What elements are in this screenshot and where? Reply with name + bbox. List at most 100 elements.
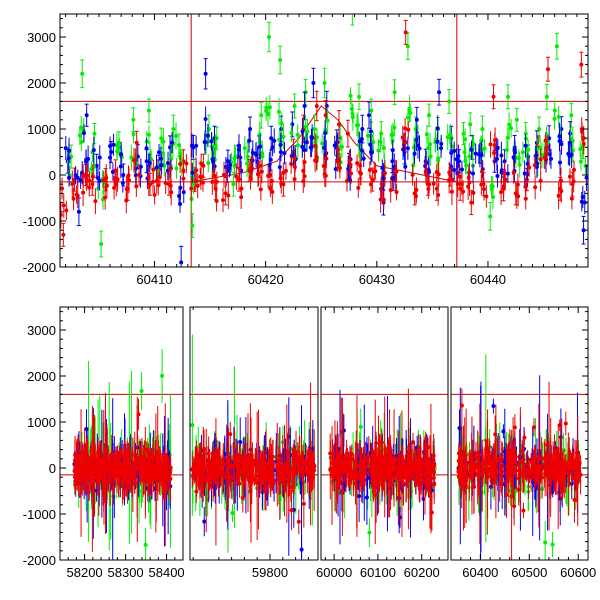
data-point: [223, 191, 228, 196]
data-point: [558, 160, 563, 165]
data-point: [499, 190, 504, 195]
data-point: [241, 459, 246, 464]
data-point: [202, 519, 207, 524]
data-point: [115, 149, 120, 154]
data-point: [111, 142, 116, 147]
data-point: [199, 161, 204, 166]
data-point: [193, 179, 198, 184]
data-point: [277, 475, 282, 480]
data-point: [492, 150, 497, 155]
data-point: [184, 161, 189, 166]
data-point: [71, 196, 76, 201]
data-point: [213, 144, 218, 149]
data-point: [471, 171, 476, 176]
data-point: [424, 132, 429, 137]
data-point: [557, 138, 562, 143]
data-point: [99, 467, 104, 472]
data-point: [514, 117, 519, 122]
y-tick-label: 2000: [27, 76, 56, 91]
data-point: [221, 463, 226, 468]
data-point: [216, 470, 221, 475]
data-point: [406, 456, 411, 461]
data-point: [190, 170, 195, 175]
data-point: [393, 169, 398, 174]
data-point: [382, 171, 387, 176]
segment-3-data: [451, 354, 588, 560]
data-point: [86, 489, 91, 494]
data-point: [459, 167, 464, 172]
data-point: [303, 124, 308, 129]
series-red: [190, 382, 317, 546]
data-point: [322, 81, 327, 85]
data-point: [323, 173, 328, 178]
data-point: [538, 178, 543, 183]
data-point: [209, 139, 214, 144]
data-point: [471, 190, 476, 195]
y-tick-label: 0: [49, 168, 56, 183]
data-point: [469, 147, 474, 152]
data-point: [365, 458, 370, 463]
data-point: [190, 423, 195, 428]
data-point: [505, 171, 510, 176]
data-point: [109, 462, 114, 467]
data-point: [579, 62, 584, 67]
data-point: [156, 457, 161, 462]
data-point: [345, 131, 350, 136]
data-point: [238, 440, 243, 445]
data-point: [414, 137, 419, 142]
data-point: [337, 158, 342, 163]
data-point: [368, 142, 373, 147]
data-point: [191, 182, 196, 187]
data-point: [206, 161, 211, 166]
data-point: [543, 138, 548, 143]
data-point: [92, 463, 97, 468]
data-point: [260, 151, 265, 156]
data-point: [201, 468, 206, 473]
data-point: [197, 469, 202, 474]
data-point: [278, 457, 283, 462]
data-point: [113, 176, 118, 181]
data-point: [103, 195, 108, 200]
data-point: [578, 159, 583, 164]
data-point: [72, 474, 77, 479]
data-point: [177, 193, 182, 198]
data-point: [154, 165, 159, 170]
data-point: [157, 175, 162, 180]
data-point: [63, 146, 68, 151]
data-point: [312, 464, 317, 469]
data-point: [257, 140, 262, 145]
data-point: [236, 466, 241, 471]
data-point: [146, 174, 151, 179]
data-point: [77, 133, 82, 138]
data-point: [405, 146, 410, 151]
data-point: [131, 132, 136, 137]
data-point: [154, 178, 159, 183]
data-point: [374, 493, 379, 498]
data-point: [258, 144, 263, 149]
data-point: [390, 148, 395, 153]
data-point: [481, 187, 486, 192]
data-point: [74, 192, 79, 197]
data-point: [386, 475, 391, 480]
bottom-panel: 58200 58300 58400 59800 60000 60100 60200 60400…: [23, 306, 596, 580]
data-point: [401, 147, 406, 152]
data-point: [491, 195, 496, 200]
data-point: [579, 199, 584, 204]
data-point: [335, 147, 340, 152]
data-point: [537, 127, 542, 131]
data-point: [286, 467, 291, 472]
data-point: [108, 143, 113, 148]
data-point: [81, 190, 86, 195]
data-point: [108, 155, 113, 160]
data-point: [152, 192, 157, 197]
data-point: [248, 175, 253, 180]
data-point: [174, 133, 179, 138]
data-point: [84, 427, 89, 432]
data-point: [247, 138, 252, 143]
data-point: [410, 440, 415, 445]
data-point: [407, 106, 412, 111]
data-point: [410, 172, 415, 177]
data-point: [356, 142, 361, 147]
data-point: [198, 174, 203, 179]
y-tick-label: 3000: [27, 30, 56, 45]
